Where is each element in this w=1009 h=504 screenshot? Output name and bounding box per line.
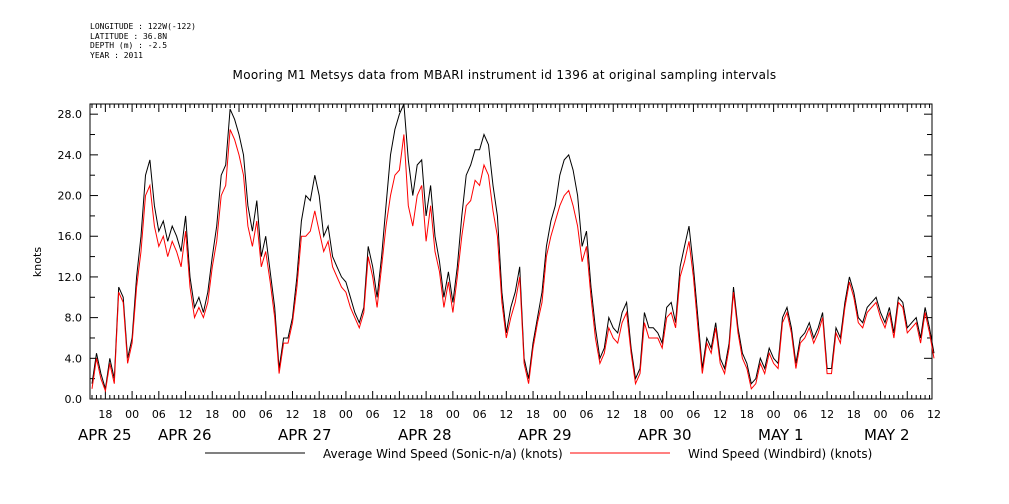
depth-text: DEPTH (m) : -2.5 [90, 41, 168, 50]
x-tick-label: 18 [526, 408, 540, 421]
metadata-block: LONGITUDE : 122W(-122) LATITUDE : 36.8N … [90, 22, 196, 60]
x-day-label: MAY 2 [864, 426, 910, 444]
x-tick-label: 00 [232, 408, 246, 421]
x-tick-label: 06 [473, 408, 487, 421]
x-day-label: APR 28 [398, 426, 452, 444]
x-day-label: APR 30 [638, 426, 692, 444]
legend: Average Wind Speed (Sonic-n/a) (knots) W… [205, 447, 872, 461]
x-axis: 18 00 06 12 18 00 06 12 18 00 06 12 18 00 06 12 18 00 06 12… [78, 104, 941, 444]
x-tick-label: 12 [499, 408, 513, 421]
plot-frame [89, 103, 933, 400]
series-line-windbird [91, 129, 935, 393]
y-tick-label: 12.0 [58, 271, 83, 284]
x-day-label: APR 29 [518, 426, 572, 444]
chart-title: Mooring M1 Metsys data from MBARI instru… [232, 68, 777, 82]
x-tick-label: 06 [259, 408, 273, 421]
y-axis: 0.0 4.0 8.0 12.0 16.0 20.0 24.0 28.0 [58, 108, 932, 406]
x-tick-label: 00 [767, 408, 781, 421]
y-tick-label: 0.0 [65, 393, 83, 406]
x-tick-label: 18 [205, 408, 219, 421]
y-tick-label: 4.0 [65, 352, 83, 365]
x-tick-label: 12 [820, 408, 834, 421]
x-tick-label: 18 [98, 408, 112, 421]
x-tick-label: 06 [152, 408, 166, 421]
series-group [91, 103, 935, 393]
x-tick-label: 06 [366, 408, 380, 421]
y-tick-label: 24.0 [58, 149, 83, 162]
x-tick-label: 00 [339, 408, 353, 421]
latitude-text: LATITUDE : 36.8N [90, 31, 168, 41]
y-tick-label: 20.0 [58, 190, 83, 203]
x-tick-label: 00 [125, 408, 139, 421]
x-tick-label: 18 [847, 408, 861, 421]
x-tick-label: 00 [660, 408, 674, 421]
x-tick-label: 18 [633, 408, 647, 421]
series-line-average-wind [91, 103, 935, 389]
year-text: YEAR : 2011 [90, 50, 143, 60]
y-tick-label: 8.0 [65, 312, 83, 325]
x-tick-label: 06 [686, 408, 700, 421]
legend-label-average-wind: Average Wind Speed (Sonic-n/a) (knots) [323, 447, 563, 461]
x-tick-label: 18 [740, 408, 754, 421]
x-tick-label: 06 [793, 408, 807, 421]
y-axis-label: knots [31, 247, 44, 277]
x-day-label: APR 27 [278, 426, 332, 444]
x-day-label: APR 25 [78, 426, 132, 444]
x-tick-label: 12 [713, 408, 727, 421]
legend-label-windbird: Wind Speed (Windbird) (knots) [688, 447, 872, 461]
x-tick-label: 18 [312, 408, 326, 421]
x-day-label: MAY 1 [758, 426, 804, 444]
x-tick-label: 12 [606, 408, 620, 421]
longitude-text: LONGITUDE : 122W(-122) [90, 22, 196, 31]
x-tick-label: 12 [927, 408, 941, 421]
x-tick-label: 12 [392, 408, 406, 421]
x-tick-label: 12 [179, 408, 193, 421]
x-tick-label: 00 [553, 408, 567, 421]
x-tick-label: 00 [874, 408, 888, 421]
x-tick-label: 18 [419, 408, 433, 421]
x-tick-label: 06 [580, 408, 594, 421]
x-tick-label: 00 [446, 408, 460, 421]
x-tick-label: 12 [285, 408, 299, 421]
x-tick-label: 06 [900, 408, 914, 421]
x-day-label: APR 26 [158, 426, 212, 444]
y-tick-label: 28.0 [58, 108, 83, 121]
y-tick-label: 16.0 [58, 230, 83, 243]
